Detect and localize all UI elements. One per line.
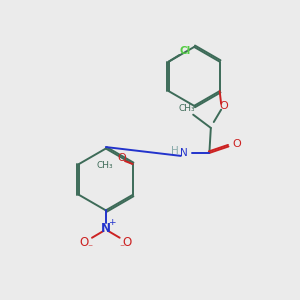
Text: Cl: Cl <box>179 46 190 56</box>
Text: CH₃: CH₃ <box>97 161 113 170</box>
Text: ⁻: ⁻ <box>119 243 124 253</box>
Text: ⁻: ⁻ <box>88 243 93 253</box>
Text: N: N <box>181 148 188 158</box>
Text: O: O <box>117 153 126 163</box>
Text: O: O <box>220 101 229 111</box>
Text: O: O <box>232 139 241 148</box>
Text: H: H <box>171 146 179 156</box>
Text: O: O <box>80 236 89 249</box>
Text: O: O <box>123 236 132 249</box>
Text: +: + <box>109 218 116 227</box>
Text: N: N <box>101 221 111 235</box>
Text: CH₃: CH₃ <box>179 104 196 113</box>
